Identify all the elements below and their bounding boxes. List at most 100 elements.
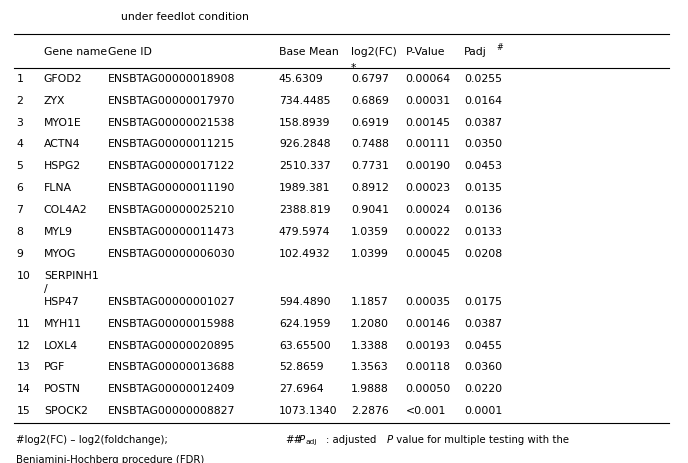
- Text: 45.6309: 45.6309: [279, 74, 323, 84]
- Text: HSPG2: HSPG2: [44, 161, 81, 171]
- Text: Gene name: Gene name: [44, 47, 107, 57]
- Text: 0.0387: 0.0387: [464, 319, 502, 329]
- Text: Benjamini-Hochberg procedure (FDR): Benjamini-Hochberg procedure (FDR): [17, 455, 205, 463]
- Text: 11: 11: [17, 319, 30, 329]
- Text: ENSBTAG00000025210: ENSBTAG00000025210: [107, 205, 235, 215]
- Text: 5: 5: [17, 161, 23, 171]
- Text: MYH11: MYH11: [44, 319, 82, 329]
- Text: 0.00035: 0.00035: [406, 297, 451, 307]
- Text: ENSBTAG00000021538: ENSBTAG00000021538: [107, 118, 235, 128]
- Text: 0.7731: 0.7731: [351, 161, 389, 171]
- Text: 102.4932: 102.4932: [279, 249, 330, 259]
- Text: 0.00023: 0.00023: [406, 183, 451, 193]
- Text: 0.0360: 0.0360: [464, 363, 502, 372]
- Text: ENSBTAG00000017122: ENSBTAG00000017122: [107, 161, 235, 171]
- Text: 734.4485: 734.4485: [279, 96, 330, 106]
- Text: 0.0208: 0.0208: [464, 249, 502, 259]
- Text: MYL9: MYL9: [44, 227, 73, 237]
- Text: 1.0399: 1.0399: [351, 249, 389, 259]
- Text: MYO1E: MYO1E: [44, 118, 82, 128]
- Text: SERPINH1: SERPINH1: [44, 270, 98, 281]
- Text: 0.0255: 0.0255: [464, 74, 502, 84]
- Text: 63.65500: 63.65500: [279, 340, 331, 350]
- Text: MYOG: MYOG: [44, 249, 76, 259]
- Text: 0.6869: 0.6869: [351, 96, 389, 106]
- Text: 1073.1340: 1073.1340: [279, 406, 338, 416]
- Text: 926.2848: 926.2848: [279, 139, 330, 150]
- Text: 0.6919: 0.6919: [351, 118, 389, 128]
- Text: 0.0387: 0.0387: [464, 118, 502, 128]
- Text: 0.00146: 0.00146: [406, 319, 451, 329]
- Text: HSP47: HSP47: [44, 297, 80, 307]
- Text: ENSBTAG00000011190: ENSBTAG00000011190: [107, 183, 235, 193]
- Text: 1: 1: [17, 74, 23, 84]
- Text: 0.0350: 0.0350: [464, 139, 502, 150]
- Text: P-Value: P-Value: [406, 47, 445, 57]
- Text: 52.8659: 52.8659: [279, 363, 323, 372]
- Text: 0.0175: 0.0175: [464, 297, 502, 307]
- Text: 0.6797: 0.6797: [351, 74, 389, 84]
- Text: 0.00064: 0.00064: [406, 74, 451, 84]
- Text: Padj: Padj: [464, 47, 486, 57]
- Text: GFOD2: GFOD2: [44, 74, 83, 84]
- Text: 624.1959: 624.1959: [279, 319, 330, 329]
- Text: ENSBTAG00000011215: ENSBTAG00000011215: [107, 139, 235, 150]
- Text: 0.00118: 0.00118: [406, 363, 451, 372]
- Text: ##: ##: [285, 435, 302, 445]
- Text: under feedlot condition: under feedlot condition: [121, 13, 249, 22]
- Text: ZYX: ZYX: [44, 96, 65, 106]
- Text: COL4A2: COL4A2: [44, 205, 87, 215]
- Text: value for multiple testing with the: value for multiple testing with the: [394, 435, 570, 445]
- Text: ENSBTAG00000008827: ENSBTAG00000008827: [107, 406, 235, 416]
- Text: 12: 12: [17, 340, 30, 350]
- Text: 3: 3: [17, 118, 23, 128]
- Text: LOXL4: LOXL4: [44, 340, 78, 350]
- Text: 0.00111: 0.00111: [406, 139, 451, 150]
- Text: 0.0455: 0.0455: [464, 340, 502, 350]
- Text: ENSBTAG00000013688: ENSBTAG00000013688: [107, 363, 235, 372]
- Text: ENSBTAG00000001027: ENSBTAG00000001027: [107, 297, 235, 307]
- Text: ENSBTAG00000017970: ENSBTAG00000017970: [107, 96, 235, 106]
- Text: 0.00024: 0.00024: [406, 205, 451, 215]
- Text: 0.00045: 0.00045: [406, 249, 451, 259]
- Text: 0.0136: 0.0136: [464, 205, 502, 215]
- Text: : adjusted: : adjusted: [326, 435, 380, 445]
- Text: ENSBTAG00000006030: ENSBTAG00000006030: [107, 249, 235, 259]
- Text: 0.9041: 0.9041: [351, 205, 389, 215]
- Text: 0.00190: 0.00190: [406, 161, 451, 171]
- Text: 15: 15: [17, 406, 30, 416]
- Text: 1.3388: 1.3388: [351, 340, 389, 350]
- Text: SPOCK2: SPOCK2: [44, 406, 88, 416]
- Text: P: P: [299, 435, 305, 445]
- Text: ENSBTAG00000012409: ENSBTAG00000012409: [107, 384, 235, 394]
- Text: 27.6964: 27.6964: [279, 384, 323, 394]
- Text: Gene ID: Gene ID: [107, 47, 151, 57]
- Text: FLNA: FLNA: [44, 183, 72, 193]
- Text: 0.0164: 0.0164: [464, 96, 502, 106]
- Text: ENSBTAG00000015988: ENSBTAG00000015988: [107, 319, 235, 329]
- Text: 2510.337: 2510.337: [279, 161, 330, 171]
- Text: ACTN4: ACTN4: [44, 139, 80, 150]
- Text: 0.8912: 0.8912: [351, 183, 389, 193]
- Text: log2(FC): log2(FC): [351, 47, 397, 57]
- Text: ENSBTAG00000018908: ENSBTAG00000018908: [107, 74, 235, 84]
- Text: <0.001: <0.001: [406, 406, 446, 416]
- Text: 1.3563: 1.3563: [351, 363, 389, 372]
- Text: 2388.819: 2388.819: [279, 205, 330, 215]
- Text: 2.2876: 2.2876: [351, 406, 389, 416]
- Text: 1.9888: 1.9888: [351, 384, 389, 394]
- Text: /: /: [44, 284, 47, 294]
- Text: 13: 13: [17, 363, 30, 372]
- Text: ENSBTAG00000011473: ENSBTAG00000011473: [107, 227, 235, 237]
- Text: 0.00145: 0.00145: [406, 118, 451, 128]
- Text: 0.00022: 0.00022: [406, 227, 451, 237]
- Text: 0.0135: 0.0135: [464, 183, 502, 193]
- Text: 0.0133: 0.0133: [464, 227, 502, 237]
- Text: 0.0220: 0.0220: [464, 384, 502, 394]
- Text: ENSBTAG00000020895: ENSBTAG00000020895: [107, 340, 235, 350]
- Text: 10: 10: [17, 270, 30, 281]
- Text: 8: 8: [17, 227, 23, 237]
- Text: Base Mean: Base Mean: [279, 47, 338, 57]
- Text: 0.00050: 0.00050: [406, 384, 451, 394]
- Text: *: *: [351, 63, 356, 73]
